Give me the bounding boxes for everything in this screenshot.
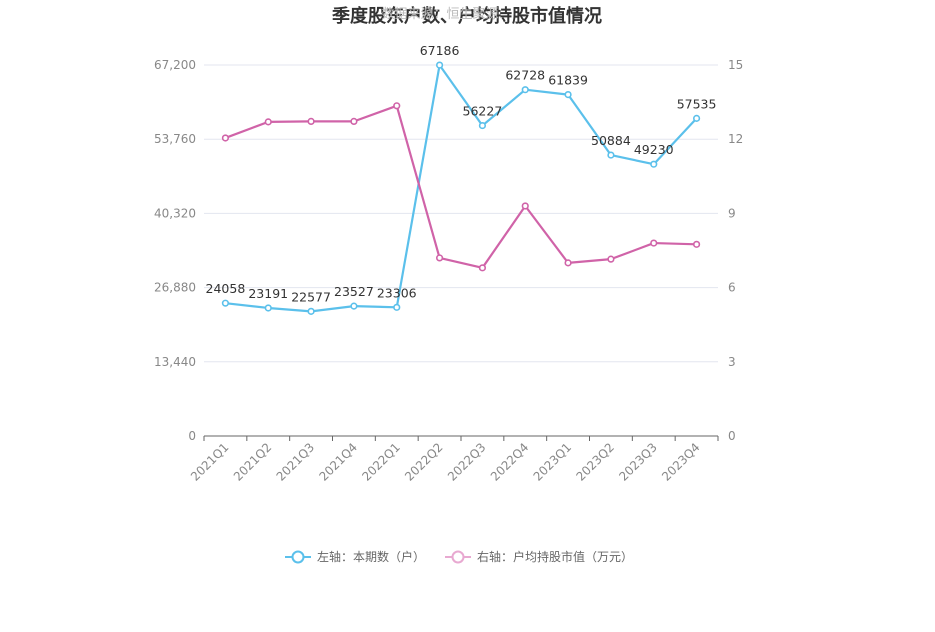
x-tick-label: 2023Q4 [659,440,703,484]
data-label: 56227 [463,104,503,119]
axes: 0 13,440 26,880 40,320 53,760 67,200 0 3 6 9 12 15 2… [154,58,743,484]
x-tick-label: 2022Q2 [402,440,446,484]
data-label: 22577 [291,289,331,304]
left-tick-label: 53,760 [154,132,196,146]
data-point [264,304,272,312]
x-tick-label: 2023Q1 [531,440,575,484]
right-tick-label: 3 [728,355,736,369]
x-tick-label: 2022Q3 [445,440,489,484]
right-tick-label: 12 [728,132,743,146]
series-line-2 [225,104,697,269]
right-tick-label: 9 [728,206,736,220]
right-tick-label: 0 [728,429,736,443]
x-tick-label: 2021Q1 [188,440,232,484]
data-point [650,160,658,168]
legend-marker [451,550,465,564]
data-label: 67186 [420,43,460,58]
data-point [307,117,315,125]
left-tick-label: 0 [188,429,196,443]
data-point [564,90,572,99]
legend-marker [291,550,305,564]
data-point [435,254,444,262]
watermark: 数据来源：恒生聚源 [381,7,498,22]
data-point [393,102,401,110]
data-labels: 24058 23191 22577 23527 23306 67186 56227 62728… [206,43,717,304]
series-lines [221,61,701,315]
left-tick-label: 40,320 [154,206,196,220]
data-label: 23527 [334,284,374,299]
data-point [478,121,487,130]
legend-label: 右轴：户均持股市值（万元） [477,549,633,564]
x-tick-label: 2021Q3 [274,440,318,484]
data-label: 50884 [591,133,631,148]
data-point [435,61,444,69]
data-point [564,259,572,267]
data-point [221,299,230,307]
data-point [478,264,487,272]
data-point [607,255,615,263]
right-tick-label: 15 [728,58,743,72]
data-point [307,307,315,315]
data-label: 49230 [634,142,674,157]
left-tick-label: 13,440 [154,355,196,369]
data-point [692,114,701,122]
data-point [521,86,529,94]
data-point [264,118,272,126]
x-tick-label: 2023Q2 [573,440,617,484]
data-label: 57535 [677,96,717,111]
x-tick-label: 2021Q2 [231,440,275,484]
data-point [692,240,701,248]
data-point [607,151,615,159]
data-label: 61839 [548,73,588,88]
legend-item-2[interactable]: 右轴：户均持股市值（万元） [445,549,633,564]
x-tick-label: 2023Q3 [616,440,660,484]
data-point [350,302,358,310]
legend[interactable]: 左轴：本期数（户） 右轴：户均持股市值（万元） [285,549,633,564]
data-point [221,134,230,142]
data-point [521,202,529,210]
x-tick-label: 2022Q1 [359,440,403,484]
right-tick-label: 6 [728,281,736,295]
left-tick-label: 67,200 [154,58,196,72]
x-tick-label: 2021Q4 [316,440,360,484]
data-label: 62728 [505,68,545,83]
data-point [393,303,401,311]
left-tick-label: 26,880 [154,281,196,295]
data-label: 23191 [248,286,288,301]
series-line-1 [225,63,698,313]
data-label: 23306 [377,285,417,300]
data-point [650,239,658,247]
grid-lines [204,64,718,363]
data-point [350,117,358,125]
chart-title: 季度股东户数、户均持股市值情况 [332,5,602,27]
x-tick-label: 2022Q4 [488,440,532,484]
legend-item-1[interactable]: 左轴：本期数（户） [285,549,425,564]
legend-label: 左轴：本期数（户） [317,549,425,564]
data-label: 24058 [206,281,246,296]
